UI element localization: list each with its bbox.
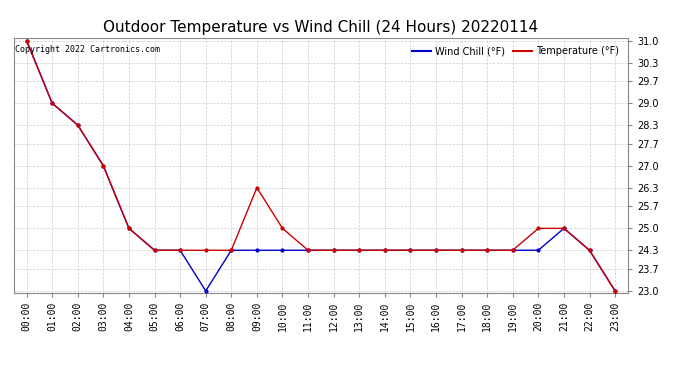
Legend: Wind Chill (°F), Temperature (°F): Wind Chill (°F), Temperature (°F): [408, 42, 623, 60]
Title: Outdoor Temperature vs Wind Chill (24 Hours) 20220114: Outdoor Temperature vs Wind Chill (24 Ho…: [104, 20, 538, 35]
Text: Copyright 2022 Cartronics.com: Copyright 2022 Cartronics.com: [15, 45, 160, 54]
